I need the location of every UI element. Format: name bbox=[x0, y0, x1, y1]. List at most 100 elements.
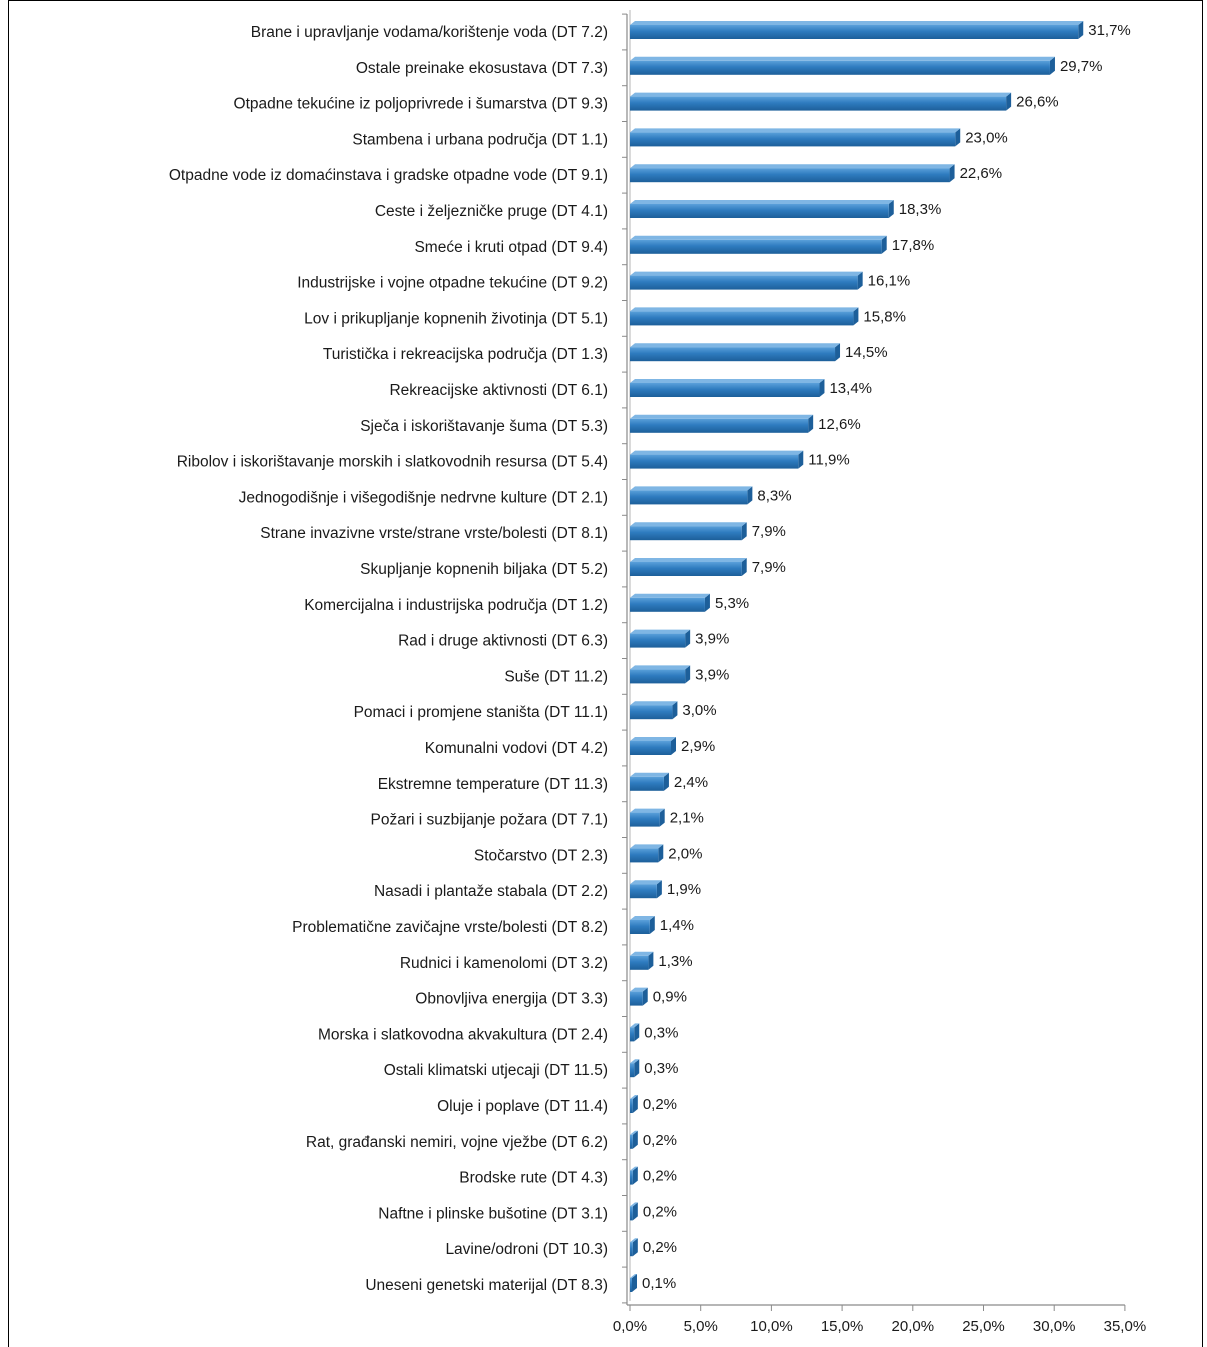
bar bbox=[630, 562, 742, 576]
bar-side bbox=[798, 450, 804, 469]
bar bbox=[630, 812, 660, 827]
category-label: Rekreacijske aktivnosti (DT 6.1) bbox=[389, 382, 608, 399]
bar-side bbox=[649, 916, 655, 934]
category-label: Ostale preinake ekosustava (DT 7.3) bbox=[356, 60, 608, 77]
bar bbox=[630, 1027, 635, 1042]
category-label: Industrijske i vojne otpadne tekućine (D… bbox=[297, 275, 608, 292]
bar bbox=[630, 96, 1007, 111]
category-label: Pomaci i promjene staništa (DT 11.1) bbox=[354, 704, 608, 721]
bar-side bbox=[747, 486, 753, 505]
value-label: 0,3% bbox=[644, 1060, 678, 1077]
category-label: Požari i suzbijanje požara (DT 7.1) bbox=[371, 812, 609, 829]
bar-top bbox=[630, 414, 814, 419]
bar-side bbox=[632, 1095, 638, 1113]
bar-top bbox=[630, 701, 678, 706]
bar bbox=[630, 776, 664, 791]
category-label: Otpadne vode iz domaćinstava i gradske o… bbox=[169, 167, 608, 184]
bar-side bbox=[634, 1023, 640, 1042]
bar-side bbox=[685, 629, 691, 648]
value-label: 1,9% bbox=[667, 881, 701, 898]
bar-side bbox=[659, 808, 665, 827]
x-tick-label: 35,0% bbox=[1104, 1318, 1147, 1335]
category-label: Otpadne tekućine iz poljoprivrede i šuma… bbox=[234, 96, 608, 113]
value-label: 22,6% bbox=[960, 165, 1003, 182]
bar-top bbox=[630, 593, 710, 598]
value-label: 2,1% bbox=[670, 810, 704, 827]
category-label: Lavine/odroni (DT 10.3) bbox=[445, 1241, 608, 1258]
bar-side bbox=[949, 164, 955, 183]
value-label: 13,4% bbox=[829, 380, 872, 397]
bar-top bbox=[630, 1166, 638, 1171]
bar-top bbox=[630, 916, 655, 920]
value-label: 5,3% bbox=[715, 595, 749, 612]
x-tick-label: 5,0% bbox=[684, 1318, 718, 1335]
bar-side bbox=[955, 128, 961, 147]
bar-top bbox=[630, 844, 664, 849]
category-label: Ceste i željezničke pruge (DT 4.1) bbox=[375, 203, 608, 220]
bar-side bbox=[634, 1059, 640, 1078]
bar bbox=[630, 275, 858, 290]
bar-side bbox=[819, 379, 825, 397]
bar-top bbox=[630, 1059, 640, 1064]
bar-side bbox=[1078, 21, 1084, 39]
bar-top bbox=[630, 880, 662, 885]
category-label: Strane invazivne vrste/strane vrste/bole… bbox=[260, 525, 608, 542]
value-label: 0,2% bbox=[643, 1132, 677, 1149]
bar-top bbox=[630, 164, 955, 169]
bar-top bbox=[630, 56, 1055, 61]
category-label: Morska i slatkovodna akvakultura (DT 2.4… bbox=[318, 1026, 608, 1043]
bar-top bbox=[630, 128, 961, 133]
bar-side bbox=[658, 844, 664, 863]
x-tick-label: 10,0% bbox=[750, 1318, 793, 1335]
bar-top bbox=[630, 1274, 637, 1278]
category-label: Brodske rute (DT 4.3) bbox=[459, 1170, 608, 1187]
value-label: 2,0% bbox=[668, 845, 702, 862]
bar-side bbox=[642, 987, 648, 1006]
category-label: Komercijalna i industrijska područja (DT… bbox=[304, 597, 608, 614]
bar-side bbox=[632, 1166, 638, 1185]
bar-side bbox=[741, 558, 747, 576]
bar-top bbox=[630, 665, 691, 670]
bar bbox=[630, 633, 686, 648]
bar-side bbox=[1006, 92, 1012, 111]
value-label: 0,3% bbox=[644, 1024, 678, 1041]
bar-side bbox=[857, 271, 863, 290]
value-label: 3,9% bbox=[695, 666, 729, 683]
value-label: 17,8% bbox=[892, 237, 935, 254]
value-label: 0,2% bbox=[643, 1096, 677, 1113]
bar-top bbox=[630, 200, 894, 204]
category-label: Suše (DT 11.2) bbox=[504, 668, 608, 685]
category-label: Brane i upravljanje vodama/korištenje vo… bbox=[251, 24, 608, 41]
bar-top bbox=[630, 307, 859, 312]
bar bbox=[630, 418, 809, 433]
bar-top bbox=[630, 737, 677, 741]
bar bbox=[630, 1242, 633, 1257]
bar-top bbox=[630, 987, 648, 992]
bar-side bbox=[853, 307, 859, 326]
bar bbox=[630, 347, 836, 362]
bar-top bbox=[630, 1238, 638, 1243]
chart-frame bbox=[8, 0, 1203, 1347]
bar bbox=[630, 204, 889, 218]
bar-side bbox=[632, 1202, 638, 1221]
bar bbox=[630, 454, 799, 469]
value-label: 29,7% bbox=[1060, 58, 1103, 75]
bar bbox=[630, 60, 1050, 75]
category-label: Problematične zavičajne vrste/bolesti (D… bbox=[292, 919, 608, 936]
bar bbox=[630, 848, 659, 863]
bar-side bbox=[632, 1130, 638, 1149]
bar-side bbox=[632, 1274, 637, 1292]
bar-top bbox=[630, 522, 747, 527]
category-label: Lov i prikupljanje kopnenih životinja (D… bbox=[304, 310, 608, 327]
bar-top bbox=[630, 1130, 638, 1135]
value-label: 8,3% bbox=[757, 487, 791, 504]
labels: 0,0% 5,0% 10,0% 15,0% 20,0% 25,0% 30,0% 35,0% Br… bbox=[169, 22, 1146, 1335]
bar bbox=[630, 991, 643, 1006]
value-label: 26,6% bbox=[1016, 94, 1059, 111]
bar bbox=[630, 955, 649, 970]
value-label: 1,3% bbox=[658, 953, 692, 970]
bar-top bbox=[630, 343, 841, 348]
category-label: Ribolov i iskorištavanje morskih i slatk… bbox=[177, 454, 608, 471]
bar bbox=[630, 1170, 633, 1185]
bar bbox=[630, 920, 650, 934]
